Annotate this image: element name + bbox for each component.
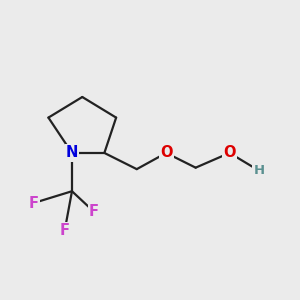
Text: F: F xyxy=(60,224,70,238)
Text: F: F xyxy=(29,196,39,211)
Text: N: N xyxy=(66,146,78,160)
Text: O: O xyxy=(160,146,172,160)
Text: H: H xyxy=(254,164,265,177)
Text: F: F xyxy=(89,204,99,219)
Text: O: O xyxy=(223,146,236,160)
